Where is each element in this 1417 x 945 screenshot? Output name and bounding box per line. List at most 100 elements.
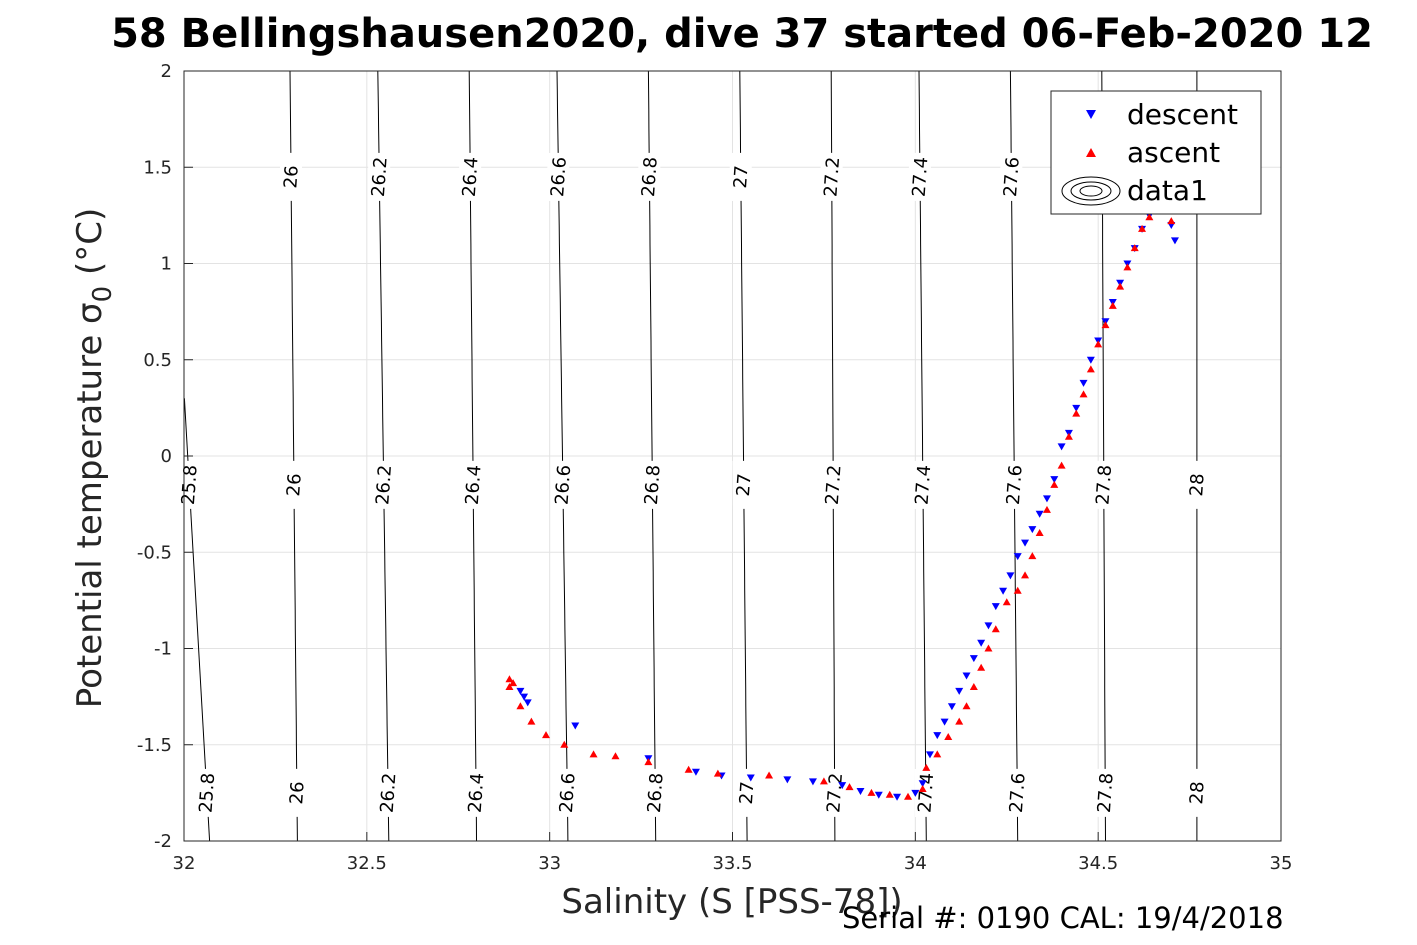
- density-contour-label: 27.6: [1000, 156, 1024, 197]
- density-contour-label: 26.6: [547, 156, 571, 197]
- descent-point: [947, 703, 956, 711]
- density-contour-label-bg: [555, 768, 579, 818]
- density-contour-label-bg: [1185, 460, 1208, 509]
- descent-point: [969, 655, 978, 663]
- serial-cal-info: Serial #: 0190 CAL: 19/4/2018: [842, 901, 1284, 935]
- descent-point: [571, 722, 580, 730]
- x-tick-label: 32: [173, 853, 196, 874]
- descent-point: [1013, 553, 1022, 561]
- density-contour-label: 26: [283, 473, 306, 497]
- y-tick-label: -1.5: [137, 735, 172, 756]
- density-contour-label: 26: [286, 781, 309, 805]
- x-tick-label: 35: [1270, 853, 1293, 874]
- descent-point: [1170, 237, 1179, 245]
- ascent-point: [867, 788, 876, 796]
- density-contour-label-bg: [547, 152, 570, 202]
- ascent-point: [918, 785, 927, 793]
- y-tick-label: -0.5: [137, 542, 172, 563]
- descent-point: [1021, 539, 1030, 547]
- ascent-point: [1086, 365, 1095, 373]
- ascent-point: [1072, 409, 1081, 417]
- ascent-point: [527, 717, 536, 725]
- density-contour-label-bg: [911, 460, 935, 509]
- ascent-point: [644, 758, 653, 766]
- descent-point: [955, 687, 964, 695]
- ascent-point: [542, 731, 551, 739]
- descent-point: [746, 774, 755, 782]
- descent-point: [783, 776, 792, 784]
- descent-point: [999, 587, 1008, 595]
- ascent-point: [1028, 552, 1037, 560]
- x-axis-label: Salinity (S [PSS-78]): [561, 882, 902, 922]
- ascent-point: [955, 717, 964, 725]
- density-contour-label-bg: [822, 460, 845, 509]
- ascent-series: [505, 201, 1176, 800]
- ascent-point: [845, 783, 854, 791]
- density-contour-label: 25.8: [178, 464, 202, 505]
- ascent-point: [904, 792, 913, 800]
- y-tick-label: -2: [154, 831, 172, 852]
- ascent-point: [684, 765, 693, 773]
- density-contour-label-bg: [279, 152, 303, 201]
- density-contour-label-bg: [464, 768, 488, 817]
- descent-point: [893, 793, 902, 801]
- ascent-point: [1123, 263, 1132, 271]
- ascent-point: [713, 769, 722, 777]
- density-contour-label-bg: [367, 152, 391, 202]
- density-contour-label: 27: [736, 781, 759, 805]
- density-contour-label: 26.4: [459, 156, 483, 197]
- density-contour-label-bg: [908, 152, 932, 201]
- descent-point: [933, 732, 942, 740]
- density-contour-label: 27.4: [914, 772, 938, 813]
- descent-point: [1042, 495, 1051, 503]
- descent-point: [984, 622, 993, 630]
- ascent-point: [933, 750, 942, 758]
- legend-box: [1050, 90, 1262, 215]
- density-contour-label: 28: [1186, 781, 1209, 805]
- density-contour-label-bg: [1094, 768, 1117, 817]
- density-contour-label: 25.8: [195, 772, 219, 813]
- x-tick-label: 33.5: [712, 853, 752, 874]
- descent-point: [940, 718, 949, 726]
- ascent-point: [560, 740, 569, 748]
- density-contours: 25.8 25.8 26 26 26 26.2 26.2 26.2 26.4 26.4 26.4 26…: [176, 70, 1209, 842]
- y-axis-label-unit: (°C): [70, 208, 110, 286]
- x-tick-label: 34: [904, 853, 927, 874]
- density-contour-label-bg: [1185, 768, 1208, 817]
- ascent-point: [962, 702, 971, 710]
- density-contour-label-bg: [732, 460, 755, 509]
- density-contour-label: 26.6: [552, 464, 576, 505]
- density-contour-label: 26.8: [638, 156, 662, 197]
- descent-series: [516, 196, 1179, 801]
- density-contour-label-bg: [644, 768, 667, 817]
- ascent-point: [977, 663, 986, 671]
- chart-title: 58 Bellingshausen2020, dive 37 started 0…: [111, 11, 1373, 57]
- density-contour-label-bg: [282, 460, 306, 509]
- ascent-point: [1116, 282, 1125, 290]
- density-contour-label: 26.8: [641, 464, 665, 505]
- descent-point: [1057, 443, 1066, 451]
- density-contour-label-bg: [1000, 152, 1023, 201]
- density-contour-label-bg: [461, 460, 485, 509]
- ascent-point: [944, 733, 953, 741]
- ascent-point: [1035, 529, 1044, 536]
- ascent-point: [969, 683, 978, 690]
- density-contour-label-bg: [641, 460, 664, 509]
- ascent-point: [1050, 480, 1059, 488]
- density-contour-label: 27.2: [822, 464, 846, 505]
- y-axis-label-main: Potential temperature σ: [70, 302, 110, 708]
- density-contour-label-bg: [285, 768, 309, 817]
- y-axis-label-subscript: 0: [88, 286, 118, 303]
- x-tick-label: 32.5: [347, 853, 387, 874]
- ascent-point: [984, 644, 993, 652]
- density-contour-label: 27.2: [820, 156, 844, 197]
- density-contour-label: 26.2: [377, 772, 401, 813]
- y-tick-label: 2: [161, 61, 172, 82]
- legend-descent-marker: [1086, 110, 1096, 119]
- y-tick-label: 1.5: [143, 157, 172, 178]
- ascent-point: [1021, 571, 1030, 579]
- y-axis-ticks: -2 -1.5 -1 -0.5 0 0.5 1 1.5 2: [137, 61, 193, 852]
- ascent-point: [991, 625, 1000, 633]
- legend-ascent-label: ascent: [1127, 136, 1220, 169]
